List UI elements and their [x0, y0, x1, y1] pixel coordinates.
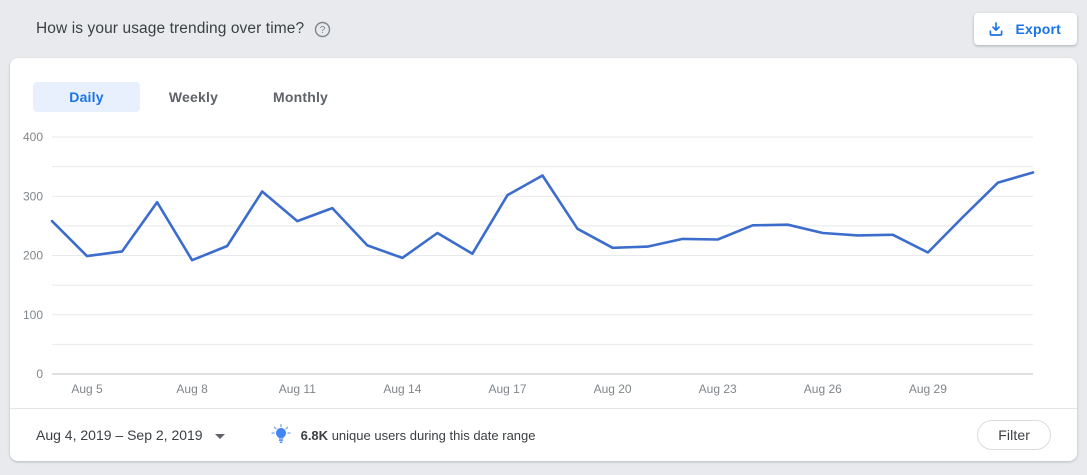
svg-text:300: 300 [23, 189, 43, 203]
svg-text:Aug 23: Aug 23 [699, 382, 737, 396]
chart-area: 0 100 200 300 400 Aug 5 Aug 8 Aug 11 Aug 14 Aug 1… [10, 125, 1077, 413]
filter-button[interactable]: Filter [977, 420, 1051, 450]
date-range-selector[interactable]: Aug 4, 2019 – Sep 2, 2019 [36, 427, 225, 443]
svg-text:Aug 14: Aug 14 [383, 382, 421, 396]
svg-text:?: ? [320, 25, 326, 36]
svg-text:Aug 11: Aug 11 [279, 382, 316, 396]
tab-monthly[interactable]: Monthly [272, 89, 329, 105]
svg-text:Aug 5: Aug 5 [71, 382, 103, 396]
date-range-label: Aug 4, 2019 – Sep 2, 2019 [36, 427, 203, 443]
export-button[interactable]: Export [974, 13, 1077, 45]
usage-line-chart: 0 100 200 300 400 Aug 5 Aug 8 Aug 11 Aug 14 Aug 1… [23, 130, 1035, 396]
caret-down-icon [214, 433, 225, 439]
tab-weekly[interactable]: Weekly [168, 89, 219, 105]
svg-text:100: 100 [23, 308, 43, 322]
insight-description: unique users during this date range [331, 427, 536, 443]
card-footer: Aug 4, 2019 – Sep 2, 2019 [10, 408, 1077, 461]
svg-text:0: 0 [36, 367, 43, 381]
svg-text:400: 400 [23, 130, 43, 144]
page-title: How is your usage trending over time? [36, 20, 305, 37]
insight-value: 6.8K [300, 427, 329, 443]
download-icon [987, 20, 1005, 38]
svg-text:Aug 8: Aug 8 [176, 382, 208, 396]
granularity-tabs: Daily Weekly Monthly [10, 58, 1077, 112]
svg-text:Aug 20: Aug 20 [594, 382, 632, 396]
svg-text:Aug 17: Aug 17 [488, 382, 526, 396]
insight-text: 6.8K unique users during this date range [301, 428, 536, 443]
usage-trend-card: Daily Weekly Monthly 0 100 200 300 400 Aug 5 A… [10, 58, 1077, 461]
svg-text:200: 200 [23, 249, 43, 263]
lightbulb-icon [269, 423, 293, 447]
top-bar: How is your usage trending over time? ? … [10, 0, 1077, 58]
export-button-label: Export [1015, 21, 1061, 37]
svg-text:Aug 26: Aug 26 [804, 382, 842, 396]
insight: 6.8K unique users during this date range [269, 423, 536, 447]
svg-text:Aug 29: Aug 29 [909, 382, 947, 396]
tab-daily[interactable]: Daily [33, 82, 140, 112]
help-icon[interactable]: ? [314, 21, 331, 38]
